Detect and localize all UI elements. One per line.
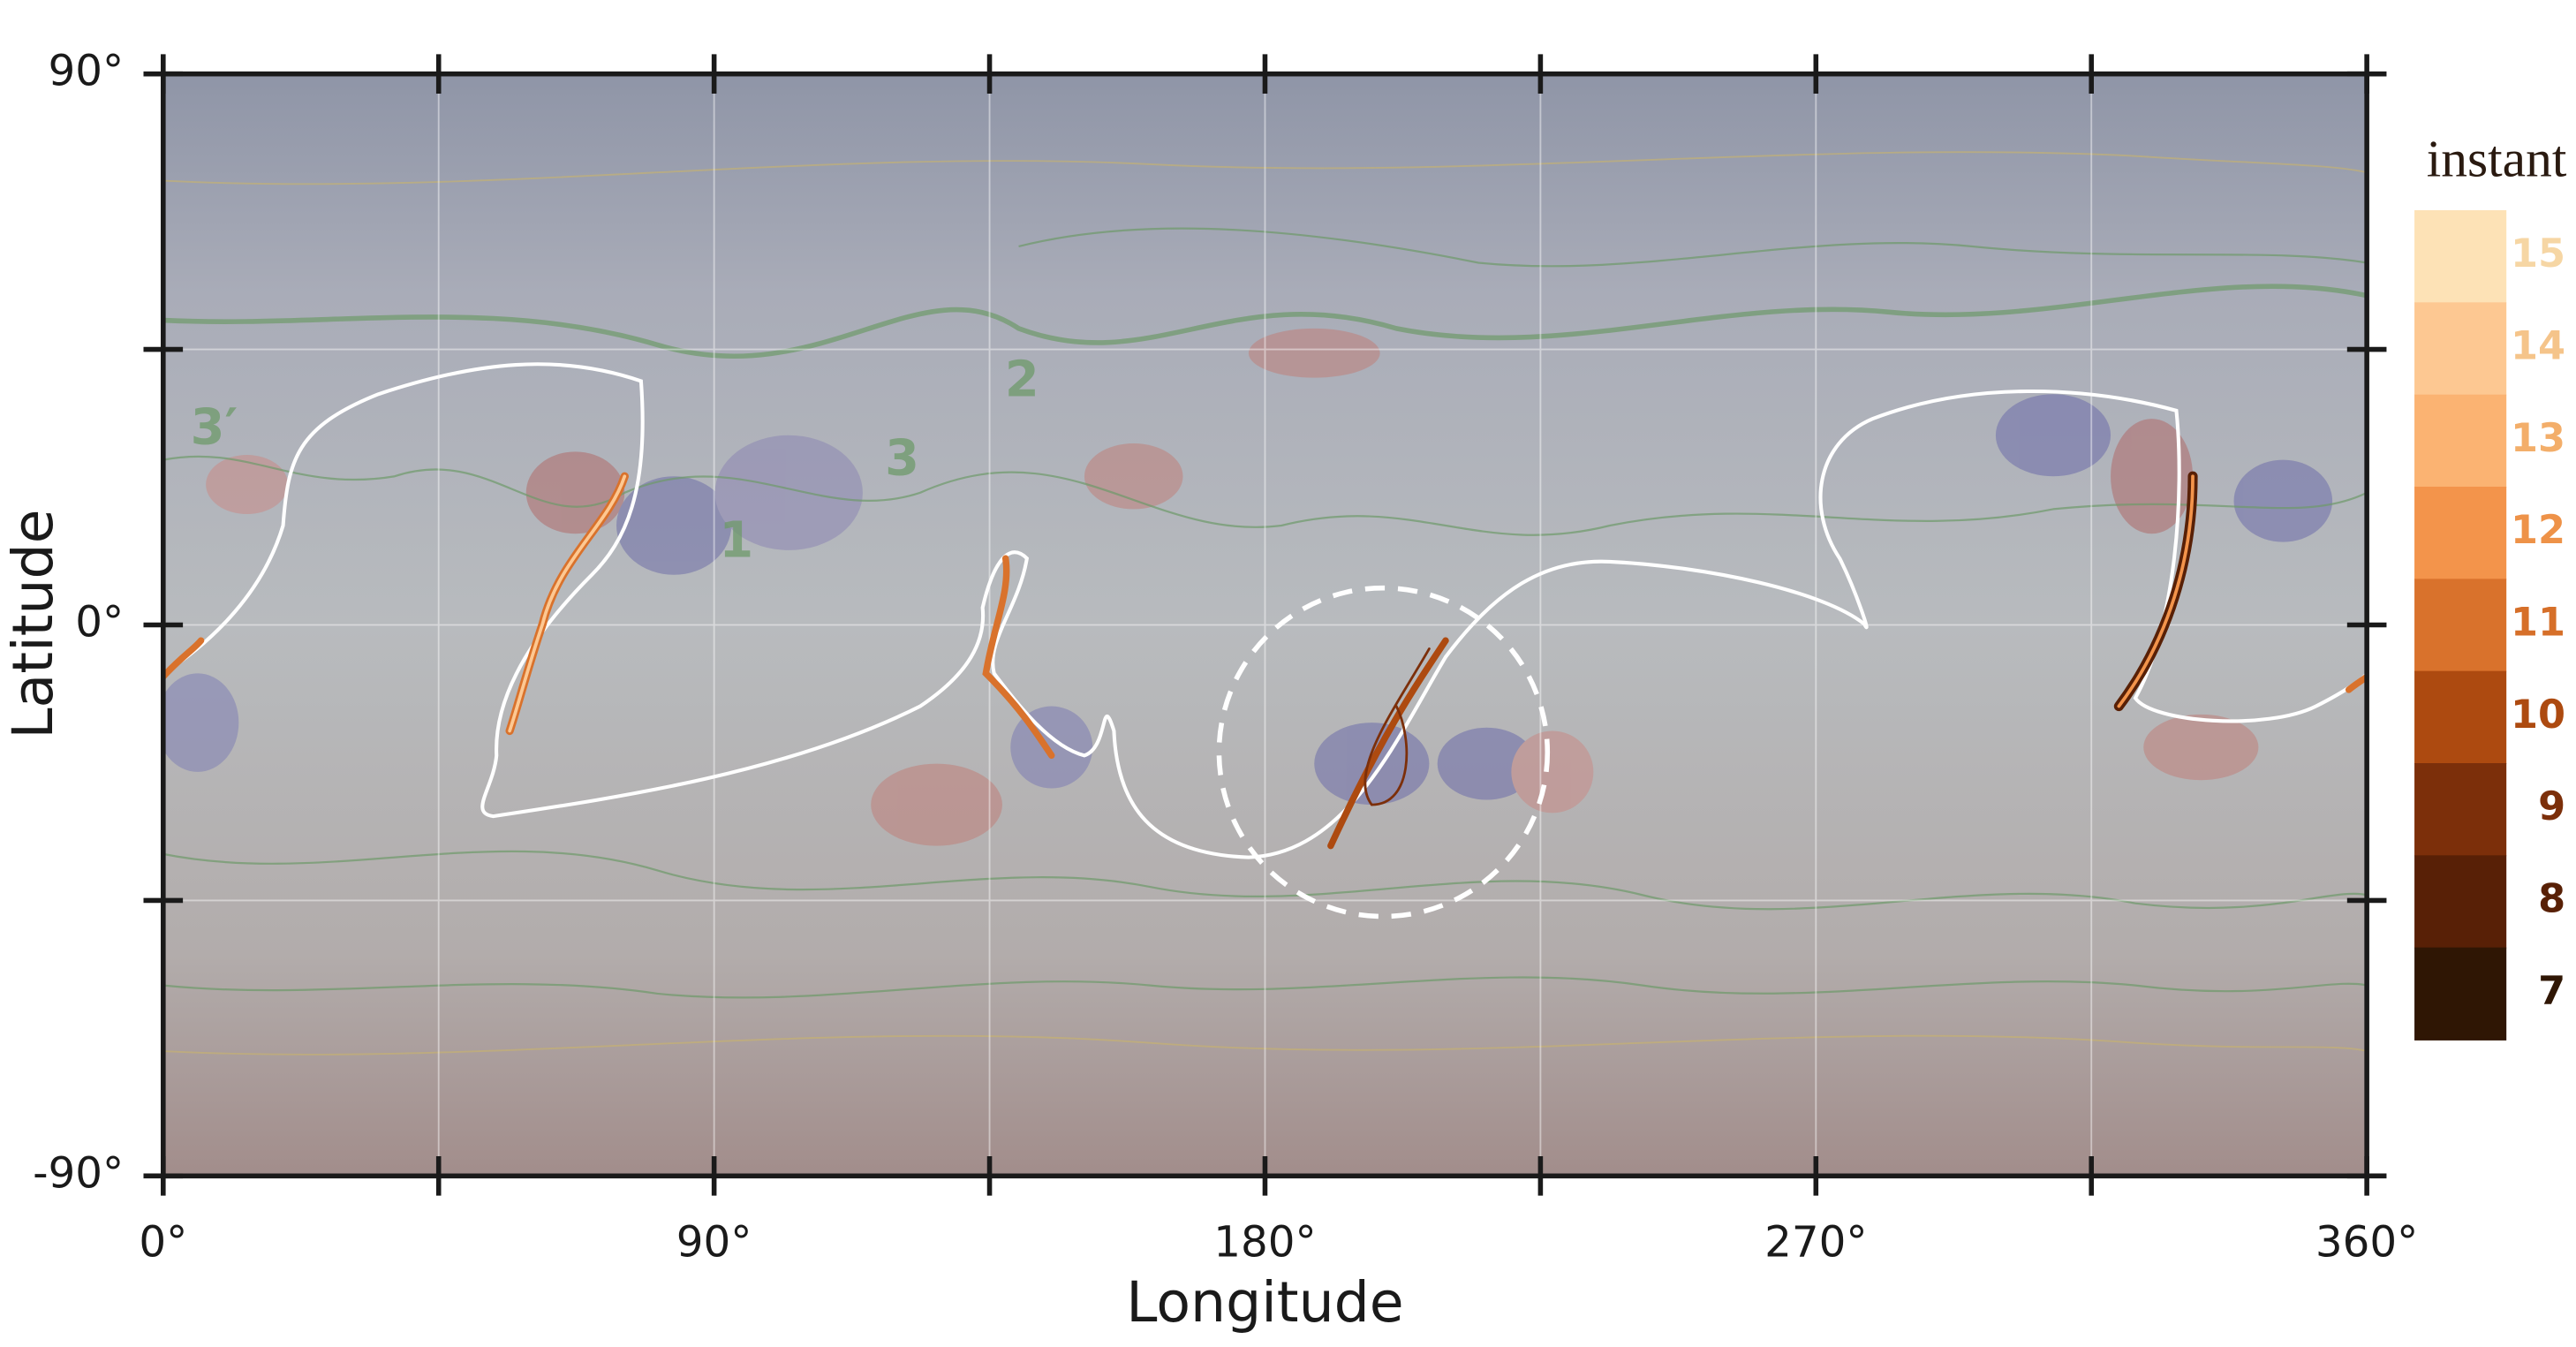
grid	[162, 73, 2368, 1177]
colorbar-title: instant	[2427, 130, 2567, 188]
impact-streaks	[162, 471, 2368, 850]
x-tick-label: 360°	[2315, 1217, 2418, 1267]
region-label: 2	[1005, 351, 1039, 408]
highlight-circle	[1216, 585, 1551, 919]
colorbar-label: 15	[2511, 231, 2565, 276]
y-axis-label: Latitude	[0, 509, 65, 738]
x-tick-label: 90°	[676, 1217, 752, 1267]
x-tick-label: 180°	[1213, 1217, 1316, 1267]
map-background	[162, 73, 2368, 1177]
region-label: 3	[885, 430, 919, 488]
colorbar-swatch	[2414, 763, 2507, 857]
colorbar-swatch	[2414, 394, 2507, 488]
colorbar-label: 13	[2511, 415, 2565, 461]
region-label: 3′	[191, 398, 238, 456]
colorbar-label: 8	[2538, 876, 2565, 922]
colorbar-label: 9	[2538, 783, 2565, 829]
colorbar-label: 12	[2511, 507, 2565, 553]
trajectory	[162, 362, 2368, 859]
colorbar-swatch	[2414, 855, 2507, 949]
x-axis-label: Longitude	[1126, 1269, 1403, 1335]
colorbar-label: 7	[2538, 968, 2565, 1014]
x-tick-label: 270°	[1764, 1217, 1867, 1267]
colorbar-swatch	[2414, 670, 2507, 764]
region-label: 1	[719, 512, 753, 570]
y-tick-label: 90°	[49, 47, 125, 96]
colorbar-label: 11	[2511, 600, 2565, 646]
colorbar-swatch	[2414, 947, 2507, 1041]
colorbar-swatch	[2414, 487, 2507, 580]
y-tick-label: 0°	[75, 598, 124, 647]
colorbar-swatch	[2414, 210, 2507, 304]
y-tick-label: -90°	[33, 1148, 124, 1198]
x-tick-label: 0°	[139, 1217, 187, 1267]
colorbar-label: 14	[2511, 323, 2565, 369]
colorbar-swatch	[2414, 579, 2507, 672]
colorbar-swatch	[2414, 302, 2507, 396]
colorbar-label: 10	[2511, 692, 2565, 738]
